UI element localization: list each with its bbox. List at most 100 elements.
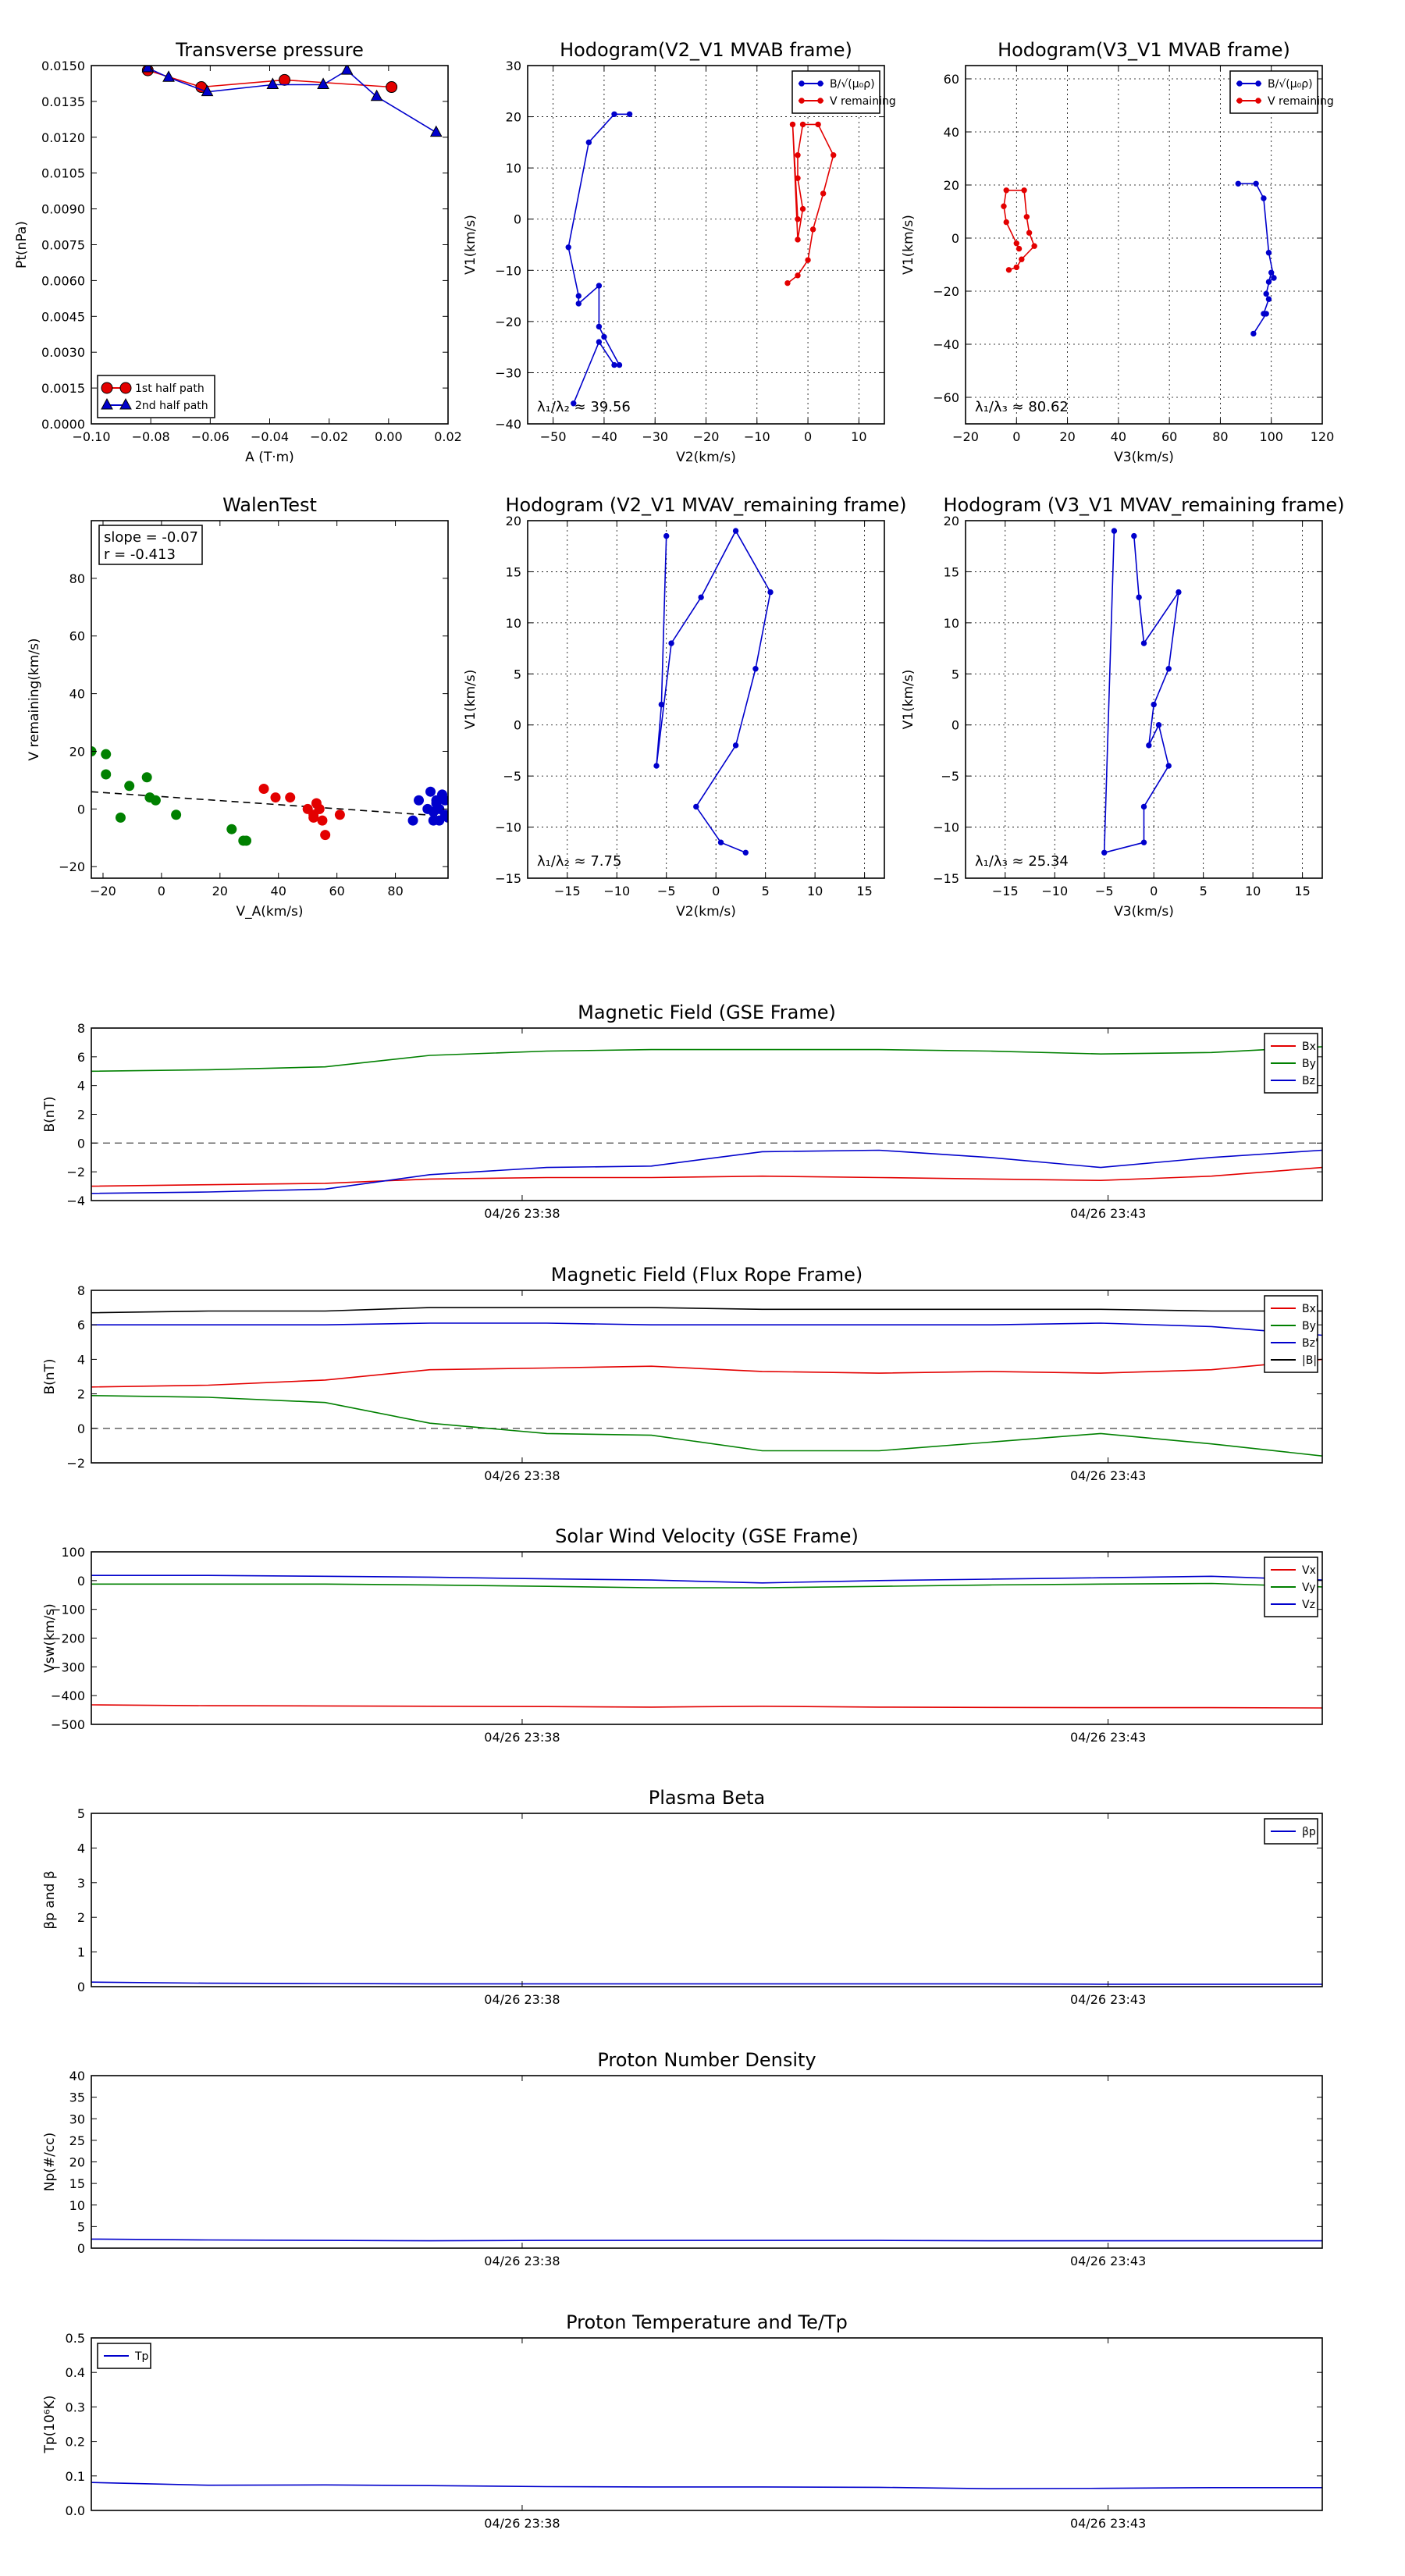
chart-title: Hodogram(V3_V1 MVAB frame) — [998, 39, 1290, 61]
x-axis-label: V3(km/s) — [1114, 904, 1174, 920]
chart-title: Transverse pressure — [175, 39, 364, 61]
x-tick-label: −50 — [540, 429, 567, 444]
chart-beta: 04/26 23:38 04/26 23:43 0 1 2 3 4 5 Plasma Beta β… — [42, 1787, 1323, 2007]
chart-title: Magnetic Field (Flux Rope Frame) — [551, 1264, 863, 1286]
data-point — [115, 812, 126, 823]
data-point — [1265, 250, 1272, 256]
plot-area — [91, 745, 448, 846]
plot-area — [1101, 528, 1182, 856]
data-point — [429, 125, 443, 137]
series-line-bz — [91, 1149, 1322, 1194]
data-point — [425, 786, 436, 797]
x-axis-label: A (T·m) — [245, 450, 294, 465]
legend-label: 2nd half path — [135, 400, 208, 412]
legend-box — [1229, 70, 1318, 114]
data-point — [386, 81, 398, 94]
data-point — [414, 795, 425, 806]
series-line-tp — [91, 2482, 1322, 2489]
plot-frame — [91, 1290, 1323, 1464]
y-tick-label: 0.0030 — [41, 345, 85, 360]
data-point — [320, 830, 331, 841]
data-point — [809, 226, 816, 233]
x-tick-label: 04/26 23:43 — [1070, 2516, 1146, 2531]
data-point — [370, 89, 383, 101]
data-point — [565, 244, 571, 251]
x-tick-label: 0 — [804, 429, 812, 444]
y-tick-label: 0 — [514, 718, 521, 733]
y-tick-label: 4 — [77, 1079, 85, 1094]
x-tick-label: 15 — [856, 884, 872, 898]
y-tick-label: 40 — [69, 687, 85, 702]
y-tick-label: −20 — [59, 859, 85, 874]
plot-area — [141, 66, 443, 137]
legend-marker — [119, 397, 132, 410]
x-axis-label: V_A(km/s) — [236, 904, 303, 920]
chart-h1: −50 −40 −30 −20 −10 0 10 −40 −30 −20 −10 0 10 20 30 Hod… — [463, 39, 896, 465]
y-tick-label: 10 — [944, 616, 959, 631]
x-tick-label: 04/26 23:38 — [484, 1730, 560, 1745]
data-point — [1016, 245, 1023, 252]
data-point — [241, 835, 252, 846]
legend-marker — [101, 382, 113, 394]
data-point — [653, 763, 660, 769]
data-point — [789, 121, 796, 128]
data-point — [732, 528, 739, 534]
chart-title: Proton Number Density — [597, 2049, 816, 2071]
eigenvalue-ratio-annotation: λ₁/λ₂ ≈ 39.56 — [537, 399, 631, 415]
y-axis-label: V remaining(km/s) — [27, 638, 42, 760]
x-tick-label: −30 — [642, 429, 668, 444]
y-tick-label: 0 — [77, 802, 85, 817]
chart-vsw: 04/26 23:38 04/26 23:43 −500 −400 −300 −200 −1… — [42, 1525, 1323, 1745]
y-tick-label: −15 — [933, 871, 959, 886]
y-tick-label: 0.0075 — [41, 238, 85, 253]
data-point — [601, 333, 607, 340]
data-point — [314, 803, 325, 814]
data-point — [1101, 849, 1108, 856]
legend-marker — [119, 382, 132, 394]
y-tick-label: 60 — [69, 629, 85, 644]
y-tick-label: 4 — [77, 1352, 85, 1367]
y-tick-label: 4 — [77, 1841, 85, 1856]
data-point — [150, 795, 161, 806]
x-tick-label: −15 — [992, 884, 1019, 898]
legend: B/√(μ₀ρ) V remaining — [1229, 70, 1334, 114]
y-axis-label: Vsw(km/s) — [42, 1603, 58, 1673]
series-line-2nd-half-path — [148, 67, 437, 133]
chart-tpp: 04/26 23:38 04/26 23:43 0.0 0.1 0.2 0.3 0.4 0.5… — [42, 2311, 1323, 2531]
y-tick-label: −5 — [941, 769, 959, 784]
y-tick-label: 10 — [69, 2198, 85, 2213]
data-point — [575, 301, 582, 307]
plot-area — [653, 528, 774, 856]
data-point — [1003, 219, 1009, 226]
chart-wt: −20 0 20 40 60 80 −20 0 20 40 60 80 WalenTest V_A(km/… — [27, 494, 449, 920]
plot-frame — [965, 520, 1323, 879]
legend-label: By — [1302, 1058, 1316, 1070]
data-point — [1026, 229, 1033, 236]
y-tick-label: 0 — [514, 212, 521, 227]
eigenvalue-ratio-annotation: λ₁/λ₂ ≈ 7.75 — [537, 853, 621, 870]
data-point — [1176, 589, 1182, 596]
chart-np: 04/26 23:38 04/26 23:43 0 5 10 15 20 25 30 35 40 Pr… — [42, 2049, 1323, 2268]
data-point — [141, 772, 152, 783]
y-tick-label: 0 — [77, 1136, 85, 1151]
eigenvalue-ratio-annotation: λ₁/λ₃ ≈ 25.34 — [975, 853, 1069, 870]
x-tick-label: −0.06 — [191, 429, 229, 444]
data-point — [201, 84, 214, 97]
x-tick-label: 60 — [329, 884, 344, 898]
data-point — [693, 803, 699, 810]
series-line-series0 — [91, 2238, 1322, 2242]
x-tick-label: −10 — [603, 884, 630, 898]
data-point — [226, 824, 237, 834]
x-tick-label: −10 — [744, 429, 770, 444]
data-point — [317, 77, 329, 89]
legend-label: B/√(μ₀ρ) — [830, 78, 875, 91]
plot-frame — [91, 520, 449, 879]
chart-bfr: 04/26 23:38 04/26 23:43 −2 0 2 4 6 8 Magnetic Fi… — [42, 1264, 1323, 1483]
x-tick-label: 04/26 23:38 — [484, 2254, 560, 2268]
y-tick-label: 15 — [944, 564, 959, 579]
y-tick-label: 10 — [506, 616, 521, 631]
fit-stats-line: r = -0.413 — [104, 546, 176, 563]
series-line-by- — [91, 1395, 1322, 1457]
